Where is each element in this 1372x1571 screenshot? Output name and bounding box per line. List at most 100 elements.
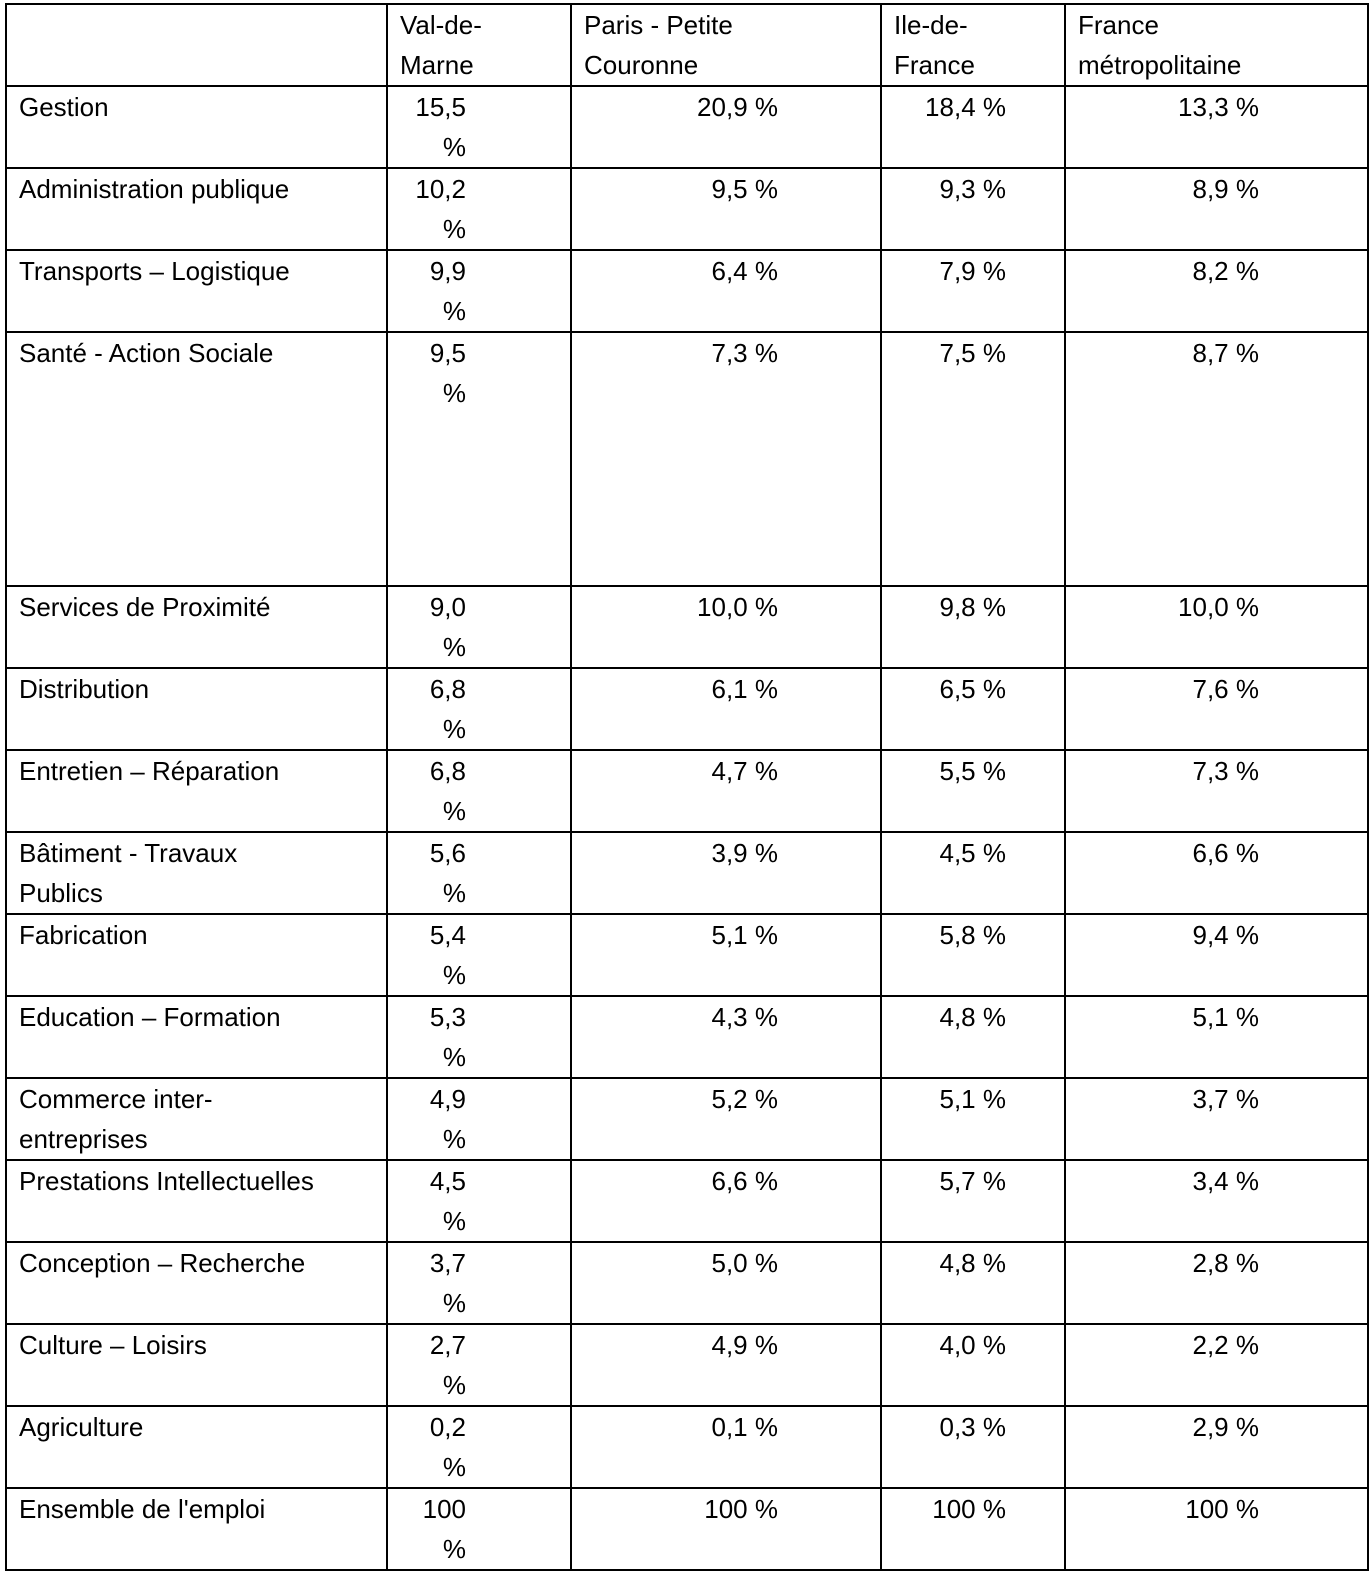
table-row: Bâtiment - Travaux Publics 5,6 % 3,9 % 4,…: [5, 831, 1369, 915]
cell-ile-de-france: 7,5 %: [880, 331, 1066, 587]
cell-paris-petite-couronne: 20,9 %: [570, 85, 882, 169]
row-label: Ensemble de l'emploi: [5, 1487, 388, 1571]
cell-france-metropolitaine: 2,9 %: [1064, 1405, 1369, 1489]
row-label: Distribution: [5, 667, 388, 751]
cell-val-de-marne: 5,6 %: [386, 831, 572, 915]
cell-france-metropolitaine: 2,8 %: [1064, 1241, 1369, 1325]
cell-ile-de-france: 4,8 %: [880, 1241, 1066, 1325]
cell-paris-petite-couronne: 4,7 %: [570, 749, 882, 833]
cell-paris-petite-couronne: 5,2 %: [570, 1077, 882, 1161]
cell-france-metropolitaine: 8,7 %: [1064, 331, 1369, 587]
cell-paris-petite-couronne: 10,0 %: [570, 585, 882, 669]
row-label: Commerce inter-entreprises: [5, 1077, 388, 1161]
header-paris-petite-couronne: Paris - Petite Couronne: [570, 3, 882, 87]
table-row: Agriculture 0,2 % 0,1 % 0,3 % 2,9 %: [5, 1405, 1369, 1489]
cell-val-de-marne: 9,5 %: [386, 331, 572, 587]
row-label: Services de Proximité: [5, 585, 388, 669]
row-label: Entretien – Réparation: [5, 749, 388, 833]
cell-france-metropolitaine: 8,2 %: [1064, 249, 1369, 333]
table-row: Fabrication 5,4 % 5,1 % 5,8 % 9,4 %: [5, 913, 1369, 997]
cell-france-metropolitaine: 3,7 %: [1064, 1077, 1369, 1161]
row-label: Gestion: [5, 85, 388, 169]
cell-val-de-marne: 2,7 %: [386, 1323, 572, 1407]
row-label: Fabrication: [5, 913, 388, 997]
cell-paris-petite-couronne: 6,1 %: [570, 667, 882, 751]
cell-val-de-marne: 0,2 %: [386, 1405, 572, 1489]
table-row: Culture – Loisirs 2,7 % 4,9 % 4,0 % 2,2 …: [5, 1323, 1369, 1407]
row-label: Bâtiment - Travaux Publics: [5, 831, 388, 915]
table-row: Conception – Recherche 3,7 % 5,0 % 4,8 %…: [5, 1241, 1369, 1325]
cell-paris-petite-couronne: 6,4 %: [570, 249, 882, 333]
cell-ile-de-france: 7,9 %: [880, 249, 1066, 333]
cell-val-de-marne: 3,7 %: [386, 1241, 572, 1325]
cell-val-de-marne: 4,5 %: [386, 1159, 572, 1243]
cell-val-de-marne: 9,9 %: [386, 249, 572, 333]
cell-ile-de-france: 0,3 %: [880, 1405, 1066, 1489]
header-row: Val-de- Marne Paris - Petite Couronne Ile-…: [5, 3, 1369, 87]
cell-ile-de-france: 9,8 %: [880, 585, 1066, 669]
cell-paris-petite-couronne: 100 %: [570, 1487, 882, 1571]
cell-val-de-marne: 10,2 %: [386, 167, 572, 251]
cell-france-metropolitaine: 100 %: [1064, 1487, 1369, 1571]
cell-paris-petite-couronne: 9,5 %: [570, 167, 882, 251]
header-ile-de-france: Ile-de- France: [880, 3, 1066, 87]
cell-paris-petite-couronne: 5,1 %: [570, 913, 882, 997]
cell-ile-de-france: 4,8 %: [880, 995, 1066, 1079]
header-val-de-marne: Val-de- Marne: [386, 3, 572, 87]
row-label: Agriculture: [5, 1405, 388, 1489]
cell-val-de-marne: 5,3 %: [386, 995, 572, 1079]
table-row: Entretien – Réparation 6,8 % 4,7 % 5,5 %…: [5, 749, 1369, 833]
cell-france-metropolitaine: 7,6 %: [1064, 667, 1369, 751]
table-row-total: Ensemble de l'emploi 100 % 100 % 100 % 1…: [5, 1487, 1369, 1571]
employment-sector-table: Val-de- Marne Paris - Petite Couronne Ile-…: [5, 3, 1369, 1571]
row-label: Administration publique: [5, 167, 388, 251]
cell-france-metropolitaine: 13,3 %: [1064, 85, 1369, 169]
cell-ile-de-france: 6,5 %: [880, 667, 1066, 751]
cell-ile-de-france: 5,5 %: [880, 749, 1066, 833]
cell-ile-de-france: 100 %: [880, 1487, 1066, 1571]
cell-france-metropolitaine: 9,4 %: [1064, 913, 1369, 997]
cell-paris-petite-couronne: 4,9 %: [570, 1323, 882, 1407]
cell-ile-de-france: 18,4 %: [880, 85, 1066, 169]
cell-france-metropolitaine: 5,1 %: [1064, 995, 1369, 1079]
cell-france-metropolitaine: 7,3 %: [1064, 749, 1369, 833]
cell-ile-de-france: 4,5 %: [880, 831, 1066, 915]
row-label: Education – Formation: [5, 995, 388, 1079]
table-row: Commerce inter-entreprises 4,9 % 5,2 % 5…: [5, 1077, 1369, 1161]
cell-val-de-marne: 6,8 %: [386, 749, 572, 833]
cell-paris-petite-couronne: 6,6 %: [570, 1159, 882, 1243]
cell-ile-de-france: 9,3 %: [880, 167, 1066, 251]
table-row: Education – Formation 5,3 % 4,3 % 4,8 % …: [5, 995, 1369, 1079]
table-row: Gestion 15,5 % 20,9 % 18,4 % 13,3 %: [5, 85, 1369, 169]
row-label: Conception – Recherche: [5, 1241, 388, 1325]
table-row: Distribution 6,8 % 6,1 % 6,5 % 7,6 %: [5, 667, 1369, 751]
cell-paris-petite-couronne: 5,0 %: [570, 1241, 882, 1325]
cell-ile-de-france: 5,7 %: [880, 1159, 1066, 1243]
cell-france-metropolitaine: 8,9 %: [1064, 167, 1369, 251]
row-label: Prestations Intellectuelles: [5, 1159, 388, 1243]
cell-val-de-marne: 5,4 %: [386, 913, 572, 997]
cell-paris-petite-couronne: 0,1 %: [570, 1405, 882, 1489]
row-label: Transports – Logistique: [5, 249, 388, 333]
table-row: Administration publique 10,2 % 9,5 % 9,3…: [5, 167, 1369, 251]
cell-france-metropolitaine: 10,0 %: [1064, 585, 1369, 669]
row-label: Culture – Loisirs: [5, 1323, 388, 1407]
cell-france-metropolitaine: 3,4 %: [1064, 1159, 1369, 1243]
cell-ile-de-france: 5,8 %: [880, 913, 1066, 997]
cell-ile-de-france: 4,0 %: [880, 1323, 1066, 1407]
cell-val-de-marne: 6,8 %: [386, 667, 572, 751]
cell-paris-petite-couronne: 4,3 %: [570, 995, 882, 1079]
table-row: Prestations Intellectuelles 4,5 % 6,6 % …: [5, 1159, 1369, 1243]
cell-val-de-marne: 100 %: [386, 1487, 572, 1571]
row-label: Santé - Action Sociale: [5, 331, 388, 587]
header-france-metropolitaine: France métropolitaine: [1064, 3, 1369, 87]
table-row: Santé - Action Sociale 9,5 % 7,3 % 7,5 %…: [5, 331, 1369, 587]
cell-france-metropolitaine: 6,6 %: [1064, 831, 1369, 915]
table-row: Services de Proximité 9,0 % 10,0 % 9,8 %…: [5, 585, 1369, 669]
cell-ile-de-france: 5,1 %: [880, 1077, 1066, 1161]
cell-val-de-marne: 9,0 %: [386, 585, 572, 669]
cell-paris-petite-couronne: 3,9 %: [570, 831, 882, 915]
cell-val-de-marne: 4,9 %: [386, 1077, 572, 1161]
header-empty-cell: [5, 3, 388, 87]
cell-val-de-marne: 15,5 %: [386, 85, 572, 169]
